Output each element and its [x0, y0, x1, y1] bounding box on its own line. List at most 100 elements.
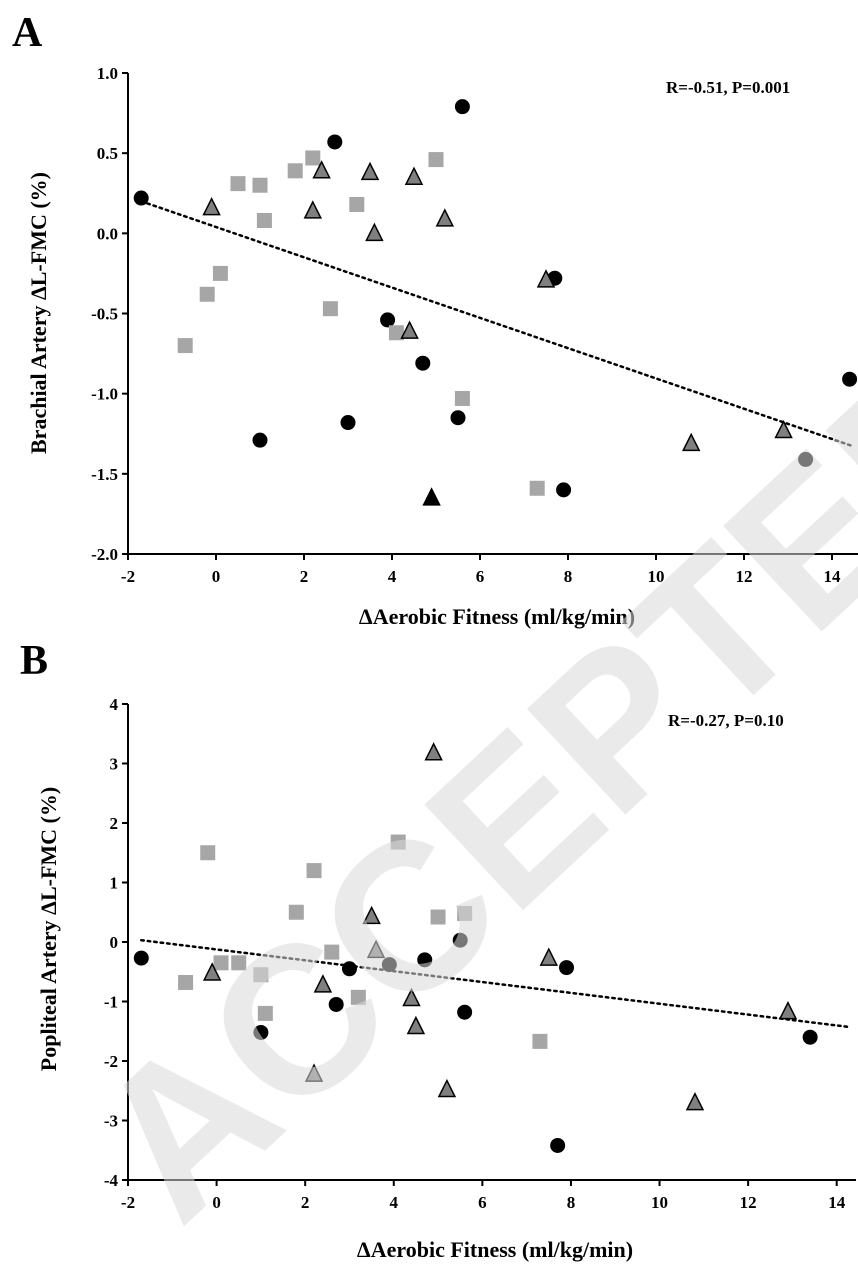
panel-a-point-square [388, 325, 404, 341]
panel-a-y-tick-label: -0.5 [91, 305, 118, 324]
panel-a-point-square [199, 286, 215, 302]
panel-b-y-tick-label: 0 [110, 933, 119, 952]
panel-b-point-circle [802, 1029, 818, 1045]
panel-b-point-square [350, 989, 366, 1005]
panel-b-chart: B R=-0.27, P=0.10 ΔAerobic Fitness (ml/k… [20, 638, 856, 1262]
panel-b-point-square [324, 944, 340, 960]
panel-a-point-circle [380, 312, 396, 328]
panel-b-y-tick-label: 1 [110, 874, 119, 893]
panel-a-point-square [256, 213, 272, 229]
panel-a-point-triangle [536, 269, 556, 288]
panel-b-point-triangle [437, 1078, 457, 1098]
panel-a-point-square [529, 480, 545, 496]
panel-a-point-circle [842, 371, 858, 387]
panel-b-point-square [457, 905, 473, 921]
panel-a-x-tick-label: 10 [648, 567, 665, 586]
panel-b-point-triangle [202, 962, 222, 981]
panel-a-point-circle [252, 432, 268, 448]
panel-a-point-triangle [365, 222, 384, 242]
panel-b-trend-line [140, 938, 852, 1029]
panel-a-point-square [305, 150, 321, 166]
panel-a-x-tick-label: 0 [212, 567, 221, 586]
panel-b-point-square [231, 955, 247, 971]
panel-b-point-square [532, 1033, 548, 1049]
panel-a-stats-annotation: R=-0.51, P=0.001 [666, 78, 790, 97]
panel-a-point-triangle [202, 197, 221, 216]
panel-a-x-tick-label: 4 [388, 567, 397, 586]
panel-a-point-square [252, 177, 268, 193]
panel-a-plot-area: -2.0 -1.5 -1.0 -0.5 0.0 0.5 1.0 -2 0 2 4 6 8 10 12 14 [91, 64, 858, 586]
panel-a-point-triangle [435, 208, 455, 227]
panel-b-point-circle [341, 961, 357, 977]
panel-b-x-tick-label: 4 [390, 1193, 399, 1212]
panel-a-point-triangle [422, 487, 441, 506]
panel-b-point-square [288, 904, 304, 920]
panel-b-point-triangle [313, 974, 333, 993]
panel-a-x-tick-label: 12 [736, 567, 753, 586]
panel-b-point-circle [550, 1137, 566, 1153]
panel-a-y-tick-label: -1.0 [91, 385, 118, 404]
panel-a-point-triangle [312, 160, 331, 179]
panel-b-point-triangle [406, 1015, 426, 1035]
panel-b-label: B [20, 638, 48, 684]
panel-b-point-triangle [778, 1000, 798, 1020]
panel-b-x-tick-label: 10 [651, 1193, 668, 1212]
watermark-text: ACCEPTED [50, 303, 858, 1263]
panel-a-point-circle [798, 451, 814, 467]
panel-a-point-square [322, 301, 338, 317]
panel-a-x-tick-label: 2 [300, 567, 309, 586]
panel-b-point-square [213, 955, 229, 971]
panel-a-y-tick-label: 1.0 [97, 64, 118, 83]
panel-a-point-square [287, 163, 303, 179]
panel-b-point-square [257, 1005, 273, 1021]
panel-b-y-axis-title: Popliteal Artery ΔL-FMC (%) [36, 787, 61, 1071]
panel-b-point-square [390, 834, 406, 850]
panel-b-x-tick-label: 0 [212, 1193, 221, 1212]
panel-a-point-triangle [404, 166, 424, 185]
panel-b-x-tick-label: -2 [121, 1193, 135, 1212]
panel-b-x-tick-label: 14 [828, 1193, 846, 1212]
panel-b-point-triangle [685, 1091, 705, 1111]
panel-a-y-axis-title: Brachial Artery ΔL-FMC (%) [26, 172, 51, 454]
panel-b-point-circle [328, 996, 344, 1012]
panel-b-point-triangle [304, 1063, 324, 1082]
panel-a-point-circle [454, 99, 470, 115]
panel-a-point-circle [450, 410, 466, 426]
panel-b-point-triangle [424, 742, 443, 761]
panel-b-point-circle [381, 957, 397, 973]
panel-b-point-circle [133, 950, 149, 966]
panel-a-point-square [212, 265, 228, 281]
panel-a-y-tick-label: -2.0 [91, 545, 118, 564]
panel-a-point-square [428, 152, 444, 168]
panel-a-point-circle [556, 482, 572, 498]
panel-b-point-circle [559, 960, 575, 976]
panel-a-point-triangle [681, 432, 701, 452]
panel-b-x-tick-label: 2 [301, 1193, 310, 1212]
panel-b-point-circle [452, 932, 468, 948]
panel-a-point-circle [340, 415, 356, 431]
panel-a-point-square [230, 176, 246, 192]
panel-b-point-square [253, 967, 269, 983]
panel-a-point-triangle [360, 161, 380, 181]
panel-b-point-circle [417, 952, 433, 968]
panel-b-point-square [200, 845, 216, 861]
panel-b-x-tick-label: 8 [567, 1193, 576, 1212]
panel-a-y-tick-label: 0.0 [97, 224, 118, 243]
panel-a-x-tick-label: 8 [564, 567, 573, 586]
panel-a-point-circle [415, 355, 431, 371]
panel-a-chart: A R=-0.51, P=0.001 ΔAerobic Fitness (ml/… [12, 10, 858, 629]
panel-b-stats-annotation: R=-0.27, P=0.10 [668, 711, 784, 730]
panel-b-point-square [430, 909, 446, 925]
panel-a-trend-line [139, 200, 856, 448]
panel-b-point-triangle [402, 987, 421, 1007]
panel-a-y-tick-label: -1.5 [91, 465, 118, 484]
panel-a-point-circle [133, 190, 149, 206]
panel-b-y-tick-label: 4 [110, 695, 119, 714]
panel-b-y-tick-label: -2 [104, 1052, 118, 1071]
panel-b-y-tick-label: -3 [104, 1112, 118, 1131]
panel-a-x-tick-label: -2 [121, 567, 135, 586]
panel-b-point-square [306, 863, 322, 879]
